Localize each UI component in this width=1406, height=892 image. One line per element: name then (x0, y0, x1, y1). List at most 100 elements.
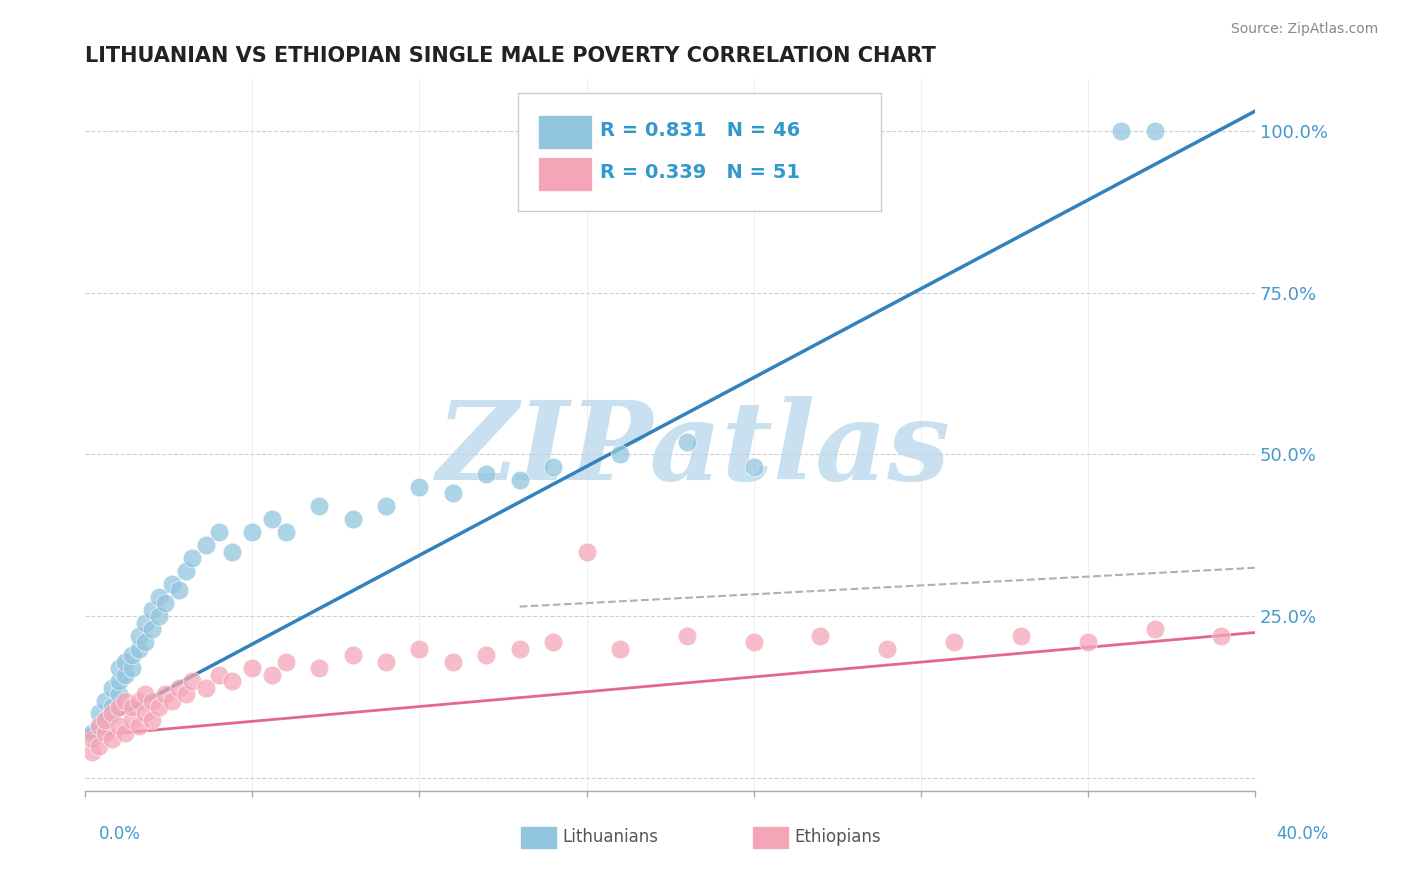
Text: LITHUANIAN VS ETHIOPIAN SINGLE MALE POVERTY CORRELATION CHART: LITHUANIAN VS ETHIOPIAN SINGLE MALE POVE… (86, 46, 936, 66)
Point (134, 635, 156, 649)
Text: Source: ZipAtlas.com: Source: ZipAtlas.com (1230, 22, 1378, 37)
Point (408, 480, 430, 494)
Point (475, 648, 498, 663)
Text: 0.0%: 0.0% (98, 825, 141, 843)
Point (148, 590, 170, 604)
Point (134, 706, 156, 721)
Point (675, 629, 697, 643)
FancyBboxPatch shape (538, 114, 592, 149)
Point (208, 525, 231, 540)
Point (1010, 629, 1032, 643)
Point (174, 564, 197, 578)
Point (107, 687, 129, 701)
Point (101, 700, 124, 714)
Text: Ethiopians: Ethiopians (794, 828, 882, 846)
Point (375, 500, 398, 514)
Point (155, 596, 177, 610)
Point (87, 739, 110, 753)
Point (121, 648, 143, 663)
Point (121, 661, 143, 675)
Point (121, 700, 143, 714)
Point (87, 719, 110, 733)
Point (375, 655, 398, 669)
Point (94, 713, 117, 727)
Point (509, 641, 531, 656)
Point (509, 474, 531, 488)
Text: R = 0.831   N = 46: R = 0.831 N = 46 (600, 120, 800, 140)
Point (107, 700, 129, 714)
Point (148, 700, 170, 714)
Text: ZIPatlas: ZIPatlas (436, 395, 950, 503)
Point (141, 603, 163, 617)
Point (274, 655, 297, 669)
Point (87, 719, 110, 733)
Point (181, 551, 204, 566)
Point (155, 687, 177, 701)
Point (101, 706, 124, 721)
Point (274, 525, 297, 540)
Point (575, 544, 598, 558)
Point (167, 681, 190, 695)
Point (742, 635, 765, 649)
FancyBboxPatch shape (538, 157, 592, 192)
Point (80, 732, 103, 747)
Point (94, 713, 117, 727)
Point (876, 641, 898, 656)
Point (141, 622, 163, 636)
Point (308, 661, 330, 675)
Point (675, 434, 697, 449)
Point (160, 577, 183, 591)
Point (94, 693, 117, 707)
Point (101, 681, 124, 695)
Point (114, 655, 136, 669)
Point (114, 667, 136, 681)
Point (101, 732, 124, 747)
Point (94, 726, 117, 740)
Point (134, 615, 156, 630)
Point (609, 641, 631, 656)
Text: R = 0.339   N = 51: R = 0.339 N = 51 (600, 163, 800, 182)
Point (408, 641, 430, 656)
Point (475, 467, 498, 481)
Point (194, 538, 217, 552)
Point (1211, 629, 1233, 643)
Point (810, 629, 832, 643)
FancyBboxPatch shape (517, 93, 880, 211)
Point (128, 719, 150, 733)
Point (128, 641, 150, 656)
Point (181, 674, 204, 689)
Point (541, 635, 564, 649)
Point (262, 512, 284, 526)
Point (541, 460, 564, 475)
Point (128, 693, 150, 707)
Point (87, 706, 110, 721)
Text: Lithuanians: Lithuanians (562, 828, 658, 846)
Point (242, 661, 264, 675)
Point (114, 726, 136, 740)
Point (221, 674, 243, 689)
Point (114, 693, 136, 707)
Point (134, 687, 156, 701)
Point (242, 525, 264, 540)
Point (221, 544, 243, 558)
Point (128, 629, 150, 643)
Point (194, 681, 217, 695)
Point (262, 667, 284, 681)
Point (148, 609, 170, 624)
Point (141, 693, 163, 707)
Point (141, 713, 163, 727)
Point (1143, 622, 1166, 636)
Point (308, 500, 330, 514)
Point (342, 648, 364, 663)
Point (80, 726, 103, 740)
Point (80, 745, 103, 759)
Text: 40.0%: 40.0% (1277, 825, 1329, 843)
Point (1109, 124, 1132, 138)
Point (174, 687, 197, 701)
Point (107, 661, 129, 675)
Point (742, 460, 765, 475)
Point (167, 583, 190, 598)
Point (1077, 635, 1099, 649)
Point (943, 635, 966, 649)
Point (441, 486, 464, 500)
